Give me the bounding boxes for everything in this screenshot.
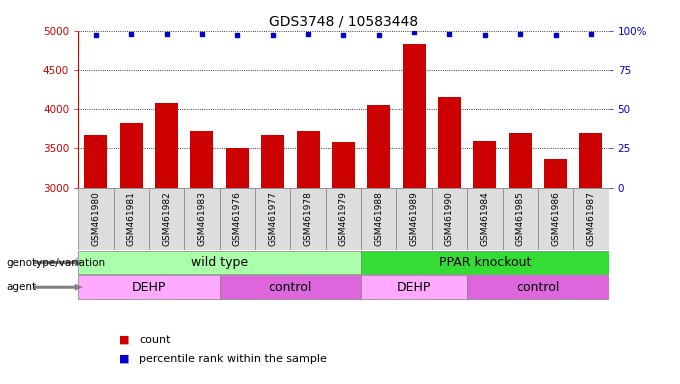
Bar: [438, 96, 461, 384]
Bar: [538, 187, 573, 250]
Bar: [432, 187, 467, 250]
Bar: [190, 131, 214, 384]
Bar: [467, 187, 503, 250]
Bar: [184, 187, 220, 250]
Bar: [509, 132, 532, 384]
Text: control: control: [516, 281, 560, 294]
Text: GSM461987: GSM461987: [586, 192, 596, 246]
Bar: [296, 131, 320, 384]
Bar: [467, 275, 609, 299]
Text: GSM461976: GSM461976: [233, 192, 242, 246]
Bar: [78, 275, 220, 299]
Text: DEHP: DEHP: [397, 281, 431, 294]
Text: GSM461988: GSM461988: [374, 192, 384, 246]
Bar: [361, 275, 467, 299]
Bar: [396, 187, 432, 250]
Text: GSM461986: GSM461986: [551, 192, 560, 246]
Bar: [361, 187, 396, 250]
Bar: [114, 187, 149, 250]
Bar: [573, 187, 609, 250]
Bar: [503, 187, 538, 250]
Text: count: count: [139, 335, 171, 345]
Text: GSM461983: GSM461983: [197, 192, 207, 246]
Bar: [579, 132, 602, 384]
Text: genotype/variation: genotype/variation: [7, 258, 106, 268]
Text: GSM461980: GSM461980: [91, 192, 101, 246]
Bar: [120, 123, 143, 384]
Bar: [332, 142, 355, 384]
Text: PPAR knockout: PPAR knockout: [439, 256, 531, 269]
Bar: [544, 159, 567, 384]
Bar: [473, 141, 496, 384]
Text: percentile rank within the sample: percentile rank within the sample: [139, 354, 327, 364]
Bar: [149, 187, 184, 250]
Bar: [326, 187, 361, 250]
Bar: [255, 187, 290, 250]
Text: GSM461989: GSM461989: [409, 192, 419, 246]
Bar: [155, 103, 178, 384]
Text: control: control: [269, 281, 312, 294]
Text: ■: ■: [119, 335, 129, 345]
Bar: [361, 251, 609, 275]
Bar: [220, 187, 255, 250]
Bar: [78, 187, 114, 250]
Bar: [226, 148, 249, 384]
Text: agent: agent: [7, 282, 37, 292]
Bar: [220, 275, 361, 299]
Text: GSM461981: GSM461981: [126, 192, 136, 246]
Text: GSM461984: GSM461984: [480, 192, 490, 246]
Bar: [84, 136, 107, 384]
Text: GSM461979: GSM461979: [339, 192, 348, 246]
Bar: [261, 135, 284, 384]
Bar: [290, 187, 326, 250]
Text: GSM461978: GSM461978: [303, 192, 313, 246]
Text: DEHP: DEHP: [132, 281, 166, 294]
Text: GSM461977: GSM461977: [268, 192, 277, 246]
Bar: [78, 251, 361, 275]
Bar: [367, 105, 390, 384]
Title: GDS3748 / 10583448: GDS3748 / 10583448: [269, 14, 418, 28]
Text: GSM461985: GSM461985: [515, 192, 525, 246]
Text: GSM461990: GSM461990: [445, 192, 454, 246]
Bar: [403, 44, 426, 384]
Text: GSM461982: GSM461982: [162, 192, 171, 246]
Text: ■: ■: [119, 354, 129, 364]
Text: wild type: wild type: [191, 256, 248, 269]
